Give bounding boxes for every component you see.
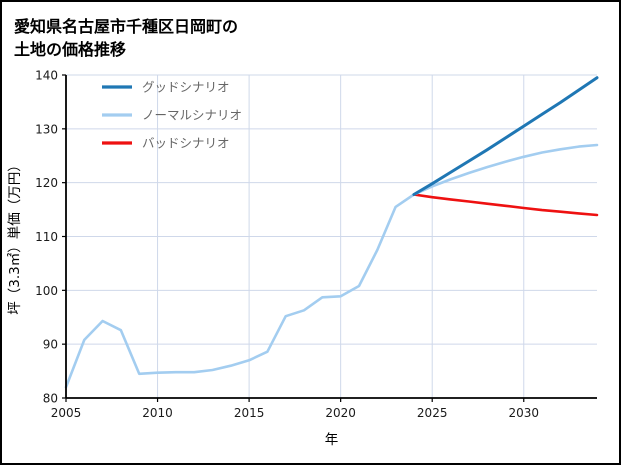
y-tick-label: 120	[35, 177, 58, 191]
price-trend-line-chart: 2005 2010 2015 2020 2025 2030 80 90 100 110 120 130…	[7, 69, 599, 448]
y-tick-label: 90	[43, 338, 58, 352]
page-title: 愛知県名古屋市千種区日岡町の 土地の価格推移	[2, 2, 619, 61]
x-tick-label: 2030	[508, 406, 539, 420]
y-tick-label: 140	[35, 69, 58, 83]
series-line-normal	[64, 144, 599, 389]
x-tick-label: 2020	[325, 406, 356, 420]
page-title-line1: 愛知県名古屋市千種区日岡町の	[14, 17, 239, 36]
x-axis-label: 年	[325, 432, 339, 448]
y-tick-label: 100	[35, 284, 58, 298]
x-tick-label: 2005	[51, 406, 82, 420]
x-tick-label: 2015	[234, 406, 265, 420]
series-line-good	[412, 76, 599, 197]
series-line-bad	[412, 193, 599, 217]
y-tick-label: 110	[35, 230, 58, 244]
page-title-line2: 土地の価格推移	[14, 40, 127, 60]
legend-label-bad: バッドシナリオ	[142, 136, 230, 151]
y-axis-label: 坪（3.3㎡）単価（万円）	[7, 159, 23, 315]
y-tick-label: 80	[43, 392, 58, 406]
x-tick-label: 2025	[417, 406, 448, 420]
x-tick-label: 2010	[142, 406, 173, 420]
legend-label-good: グッドシナリオ	[142, 80, 230, 95]
y-tick-label: 130	[35, 123, 58, 137]
legend-label-normal: ノーマルシナリオ	[142, 108, 242, 123]
